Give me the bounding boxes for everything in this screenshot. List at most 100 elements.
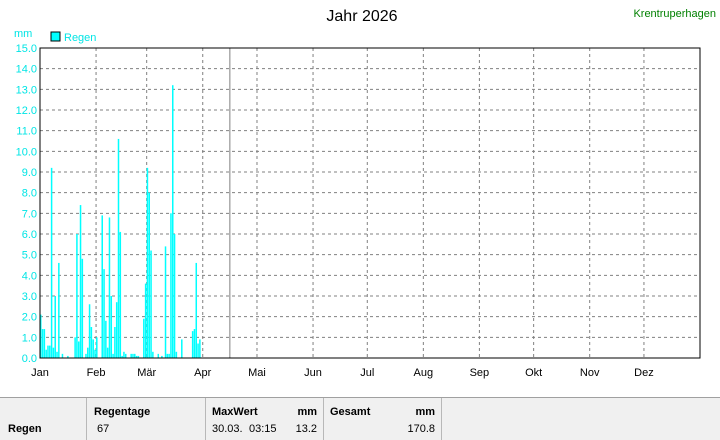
x-tick-label: Okt <box>525 367 542 379</box>
rain-bar <box>56 351 58 358</box>
rain-bar <box>134 353 136 358</box>
rain-bar <box>45 349 47 358</box>
legend-label: Regen <box>64 32 96 44</box>
rain-bar <box>50 167 53 358</box>
rain-bar <box>166 353 169 358</box>
rain-bar <box>132 353 134 358</box>
rain-bar <box>76 234 78 358</box>
rain-bar <box>173 234 176 358</box>
rain-bar <box>52 347 55 358</box>
rain-bar <box>123 351 125 358</box>
rain-bar <box>112 353 114 358</box>
rain-bar <box>54 296 56 358</box>
y-tick-label: 5.0 <box>22 250 37 262</box>
rain-bar <box>175 351 178 358</box>
rain-bar <box>74 337 76 358</box>
rain-bar <box>172 85 174 358</box>
y-tick-label: 3.0 <box>22 291 37 303</box>
rain-bar <box>161 355 163 358</box>
rain-bar <box>137 355 140 358</box>
summary-table: Regen Regentage 67 MaxWert mm 30.03. 03:… <box>0 397 720 440</box>
maxwert-header: MaxWert <box>212 406 258 418</box>
rain-bar <box>146 167 149 358</box>
rain-bar <box>193 329 196 358</box>
y-tick-label: 2.0 <box>22 312 37 324</box>
rain-bar <box>77 341 80 358</box>
plot-frame <box>39 47 701 359</box>
rain-bar <box>58 262 60 358</box>
x-tick-label: Mär <box>137 367 156 379</box>
rain-bar <box>181 339 183 358</box>
gesamt-unit: mm <box>415 406 435 418</box>
rain-bar <box>101 215 103 358</box>
summary-row-label: Regen <box>8 423 42 435</box>
x-tick-label: Nov <box>580 367 600 379</box>
y-tick-label: 7.0 <box>22 208 37 220</box>
rain-bar <box>117 138 120 358</box>
y-tick-label: 6.0 <box>22 229 37 241</box>
rain-bar <box>191 331 194 358</box>
rain-bar <box>43 329 46 358</box>
gesamt-value: 170.8 <box>407 423 435 435</box>
maxwert-value: 13.2 <box>295 423 317 435</box>
rain-bars <box>40 85 201 358</box>
summary-row-label-cell: Regen <box>0 398 87 440</box>
rain-bar <box>195 262 198 358</box>
rain-bar <box>106 347 109 358</box>
y-tick-label: 9.0 <box>22 167 37 179</box>
x-tick-label: Apr <box>194 367 211 379</box>
rain-bar <box>47 345 49 358</box>
maxwert-unit: mm <box>297 406 317 418</box>
x-tick-label: Jan <box>31 367 49 379</box>
grid-lines <box>40 48 700 358</box>
y-tick-label: 11.0 <box>16 126 37 138</box>
rain-bar <box>90 327 93 358</box>
rain-bar <box>197 343 199 358</box>
rain-bar <box>119 231 122 358</box>
rain-bar <box>114 327 116 358</box>
y-axis-unit: mm <box>14 28 32 40</box>
rain-bar <box>103 269 105 358</box>
y-tick-label: 1.0 <box>22 332 37 344</box>
rain-bar <box>96 337 98 358</box>
rain-bar <box>130 353 132 358</box>
rain-bar <box>199 339 201 358</box>
x-axis-ticks: Jan Feb Mär Apr Mai Jun Jul Aug Sep Okt Nov Dez <box>31 367 654 379</box>
rain-bar <box>148 192 150 358</box>
rain-bar <box>135 355 138 358</box>
rain-bar <box>157 353 160 358</box>
regentage-header: Regentage <box>94 406 151 418</box>
regentage-cell: Regentage 67 <box>87 398 206 440</box>
maxwert-cell: MaxWert mm 30.03. 03:15 13.2 <box>206 398 324 440</box>
rain-bar <box>168 353 170 358</box>
x-tick-label: Mai <box>248 367 266 379</box>
x-tick-label: Jul <box>360 367 374 379</box>
legend-swatch <box>50 31 61 42</box>
y-tick-label: 12.0 <box>16 105 37 117</box>
rain-bar <box>40 314 42 358</box>
rain-bar <box>121 355 123 358</box>
rain-bar <box>150 250 152 358</box>
y-tick-label: 14.0 <box>16 64 37 76</box>
rain-bar <box>92 339 94 358</box>
rain-bar <box>115 302 118 358</box>
rain-bar <box>85 353 87 358</box>
rain-bar <box>108 217 111 358</box>
x-tick-label: Sep <box>470 367 490 379</box>
rain-bar <box>81 258 84 358</box>
rain-bar <box>94 349 96 358</box>
y-tick-label: 8.0 <box>22 188 37 200</box>
rain-bar <box>164 246 167 358</box>
maxwert-date: 30.03. <box>212 423 243 435</box>
x-tick-label: Feb <box>87 367 106 379</box>
rain-bar <box>105 320 107 358</box>
chart-title: Jahr 2026 <box>326 8 397 25</box>
rain-bar <box>110 296 113 358</box>
rain-bar <box>67 355 69 358</box>
rain-bar <box>49 345 51 358</box>
rain-bar <box>152 351 154 358</box>
regentage-value: 67 <box>97 423 110 435</box>
rain-chart: Jahr 2026 Krentruperhagen mm Regen 0.0 1.… <box>14 8 716 379</box>
y-tick-label: 13.0 <box>16 84 37 96</box>
y-axis-ticks: 0.0 1.0 2.0 3.0 4.0 5.0 6.0 7.0 8.0 9.0 10.0 11.0 12… <box>16 43 37 365</box>
